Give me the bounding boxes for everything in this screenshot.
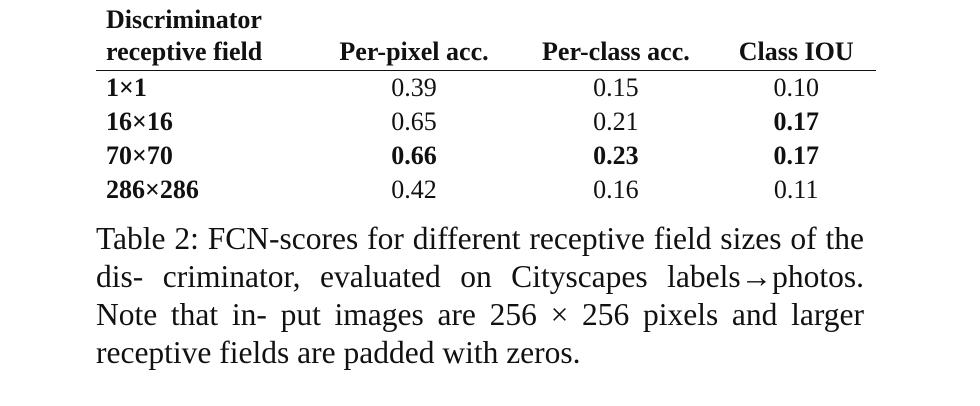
cell-class-iou: 0.10 bbox=[773, 73, 819, 102]
cell-per-class: 0.21 bbox=[593, 107, 639, 136]
cell-per-class: 0.15 bbox=[593, 73, 639, 102]
cell-receptive-field: 16×16 bbox=[106, 107, 173, 136]
cell-per-class: 0.16 bbox=[593, 175, 639, 204]
header-class-iou: Class IOU bbox=[738, 37, 854, 66]
results-table: Discriminator receptive field Per-pixel … bbox=[96, 4, 876, 207]
header-per-class-acc: Per-class acc. bbox=[542, 37, 690, 66]
caption-line: padded with zeros. bbox=[343, 335, 581, 370]
header-receptive-field-line1: Discriminator bbox=[106, 5, 262, 34]
cell-receptive-field: 70×70 bbox=[106, 141, 173, 170]
cell-class-iou: 0.11 bbox=[773, 175, 819, 204]
header-per-pixel-acc: Per-pixel acc. bbox=[339, 37, 489, 66]
cell-per-pixel: 0.42 bbox=[391, 175, 437, 204]
table-row: 1×1 0.39 0.15 0.10 bbox=[96, 71, 876, 106]
caption-line: criminator, evaluated on Cityscapes labe… bbox=[96, 259, 864, 332]
cell-per-class: 0.23 bbox=[593, 141, 639, 170]
table-caption: Table 2: FCN-scores for different recept… bbox=[96, 220, 864, 372]
cell-class-iou: 0.17 bbox=[773, 107, 819, 136]
header-receptive-field: Discriminator receptive field bbox=[96, 4, 313, 71]
caption-line: put images are 256 × 256 pixels and larg… bbox=[96, 297, 864, 370]
table-header-row: Discriminator receptive field Per-pixel … bbox=[96, 4, 876, 71]
cell-receptive-field: 286×286 bbox=[106, 175, 199, 204]
caption-line: Table 2: FCN-scores for different recept… bbox=[96, 221, 864, 294]
cell-per-pixel: 0.66 bbox=[391, 141, 437, 170]
cell-class-iou: 0.17 bbox=[773, 141, 819, 170]
table-row: 286×286 0.42 0.16 0.11 bbox=[96, 173, 876, 207]
table-row: 70×70 0.66 0.23 0.17 bbox=[96, 139, 876, 173]
header-receptive-field-line2: receptive field bbox=[106, 37, 263, 66]
table-row: 16×16 0.65 0.21 0.17 bbox=[96, 105, 876, 139]
cell-receptive-field: 1×1 bbox=[106, 73, 147, 102]
cell-per-pixel: 0.65 bbox=[391, 107, 437, 136]
cell-per-pixel: 0.39 bbox=[391, 73, 437, 102]
